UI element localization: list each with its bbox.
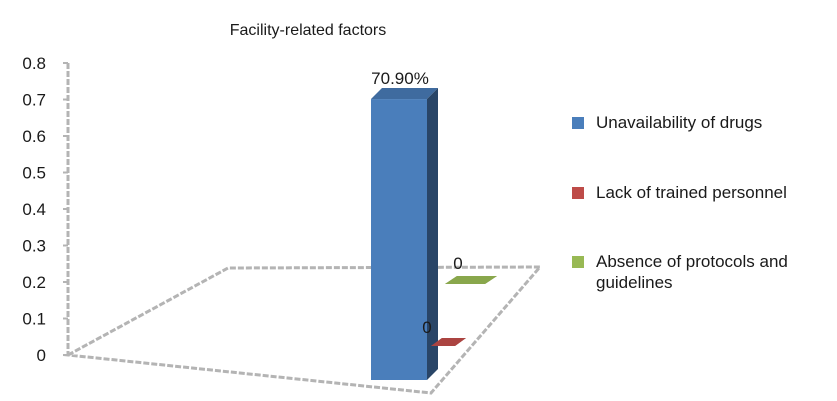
y-tick-label: 0.3 (22, 237, 46, 256)
y-tick-label: 0.7 (22, 91, 46, 110)
bar-3: 0 (445, 254, 497, 284)
legend-label: Lack of trained personnel (596, 183, 787, 202)
legend-item: Lack of trained personnel (572, 182, 832, 203)
bar-data-label: 0 (453, 254, 462, 273)
bar-data-label: 0 (422, 318, 431, 337)
floor-plane (63, 265, 544, 395)
legend-swatch (572, 117, 584, 129)
bar-1: 70.90% (371, 69, 438, 380)
legend-label: Absence of protocols and guidelines (596, 252, 788, 292)
y-tick-label: 0.4 (22, 200, 46, 219)
y-axis: 0 0.1 0.2 0.3 0.4 0.5 0.6 0.7 0.8 (22, 54, 70, 365)
y-tick-label: 0.5 (22, 164, 46, 183)
y-tick-label: 0.6 (22, 127, 46, 146)
chart-floor (63, 265, 544, 395)
legend-item: Unavailability of drugs (572, 112, 832, 133)
y-tick-label: 0 (37, 346, 46, 365)
bars: 70.90% 0 0 (371, 69, 497, 380)
y-tick-label: 0.1 (22, 310, 46, 329)
legend-swatch (572, 187, 584, 199)
bar-flat-face (431, 338, 466, 346)
bar-2: 0 (422, 318, 466, 346)
legend-item: Absence of protocols and guidelines (572, 251, 832, 293)
bar-flat-face (445, 276, 497, 284)
chart-title: Facility-related factors (230, 22, 387, 39)
bar-front-face (371, 99, 427, 380)
bar-side-face (427, 88, 438, 380)
bar-data-label: 70.90% (371, 69, 429, 88)
bar-top-face (371, 88, 438, 100)
y-tick-label: 0.2 (22, 273, 46, 292)
legend-label: Unavailability of drugs (596, 113, 763, 132)
y-tick-label: 0.8 (22, 54, 46, 73)
legend-swatch (572, 256, 584, 268)
